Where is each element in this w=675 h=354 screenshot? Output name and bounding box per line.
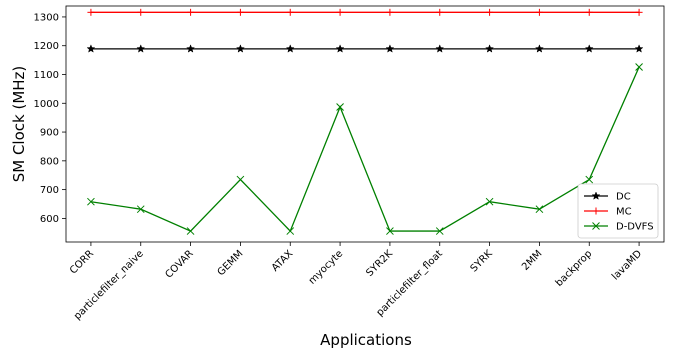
y-tick-label: 1100 (34, 70, 59, 81)
y-tick-label: 700 (40, 185, 59, 196)
data-point-dc (485, 44, 495, 53)
data-point-d-dvfs (236, 175, 245, 184)
data-point-d-dvfs (87, 197, 95, 206)
series-mc (87, 8, 643, 16)
x-tick-label: GEMM (216, 248, 246, 278)
legend-marker (591, 191, 601, 200)
plot-frame (65, 5, 665, 243)
series-d-dvfs (87, 63, 643, 235)
x-tick-label: lavaMD (610, 248, 644, 282)
data-point-mc (585, 8, 593, 16)
data-point-mc (635, 8, 643, 16)
data-point-mc (286, 8, 294, 16)
x-tick-label: backprop (554, 248, 595, 289)
data-point-d-dvfs (386, 227, 394, 235)
x-tick-label: ATAX (270, 248, 296, 274)
y-tick-label: 800 (40, 156, 59, 167)
data-point-mc (187, 8, 195, 16)
legend-entry-mc: MC (584, 207, 632, 218)
legend: DC MC D-DVFS (577, 183, 659, 239)
legend-entry-d-dvfs: D-DVFS (584, 222, 654, 233)
data-point-d-dvfs (585, 175, 594, 184)
x-tick-label: 2MM (520, 248, 544, 272)
x-tick-label: COVAR (163, 248, 195, 280)
y-axis-label: SM Clock (MHz) (10, 66, 28, 183)
legend-label: MC (616, 207, 632, 218)
x-tick-label: CORR (68, 248, 96, 276)
y-tick-label: 1300 (34, 12, 59, 23)
y-tick-label: 1200 (34, 41, 59, 52)
plot-area (65, 5, 665, 243)
x-axis-label: Applications (320, 331, 412, 349)
legend-marker (592, 222, 600, 230)
legend-marker (592, 207, 600, 215)
data-point-d-dvfs (286, 227, 295, 235)
data-point-dc (136, 44, 146, 53)
data-point-mc (336, 8, 344, 16)
legend-label: D-DVFS (616, 222, 654, 233)
series-dc (86, 44, 644, 53)
data-point-mc (87, 8, 95, 16)
data-point-dc (584, 44, 594, 53)
data-point-mc (386, 8, 394, 16)
data-point-mc (236, 8, 244, 16)
data-point-dc (435, 44, 445, 53)
series-line-d-dvfs (90, 66, 640, 233)
data-point-dc (285, 44, 295, 53)
x-tick-label: myocyte (307, 248, 345, 286)
data-point-dc (335, 44, 345, 53)
legend-entry-dc: DC (584, 191, 631, 203)
x-tick-label: SYR2K (364, 248, 395, 279)
data-point-dc (534, 44, 544, 53)
legend-label: DC (616, 192, 631, 203)
y-axis: 600 700 800 900 1000 1100 1200 1300 (34, 12, 66, 225)
data-point-d-dvfs (535, 205, 544, 214)
y-tick-label: 600 (40, 214, 59, 225)
series-layer (86, 8, 644, 235)
data-point-dc (235, 44, 245, 53)
data-point-d-dvfs (136, 205, 145, 214)
data-point-dc (634, 44, 644, 53)
data-point-dc (186, 44, 196, 53)
data-point-mc (137, 8, 145, 16)
data-point-d-dvfs (186, 227, 195, 235)
data-point-mc (436, 8, 444, 16)
x-tick-label: SYRK (469, 248, 495, 274)
data-point-mc (486, 8, 494, 16)
y-tick-label: 900 (40, 128, 59, 139)
data-point-dc (86, 44, 96, 53)
data-point-d-dvfs (485, 197, 494, 206)
y-tick-label: 1000 (34, 99, 59, 110)
data-point-mc (535, 8, 543, 16)
data-point-dc (385, 44, 395, 53)
data-point-d-dvfs (635, 63, 643, 71)
data-point-d-dvfs (336, 103, 344, 111)
data-point-d-dvfs (435, 227, 444, 235)
